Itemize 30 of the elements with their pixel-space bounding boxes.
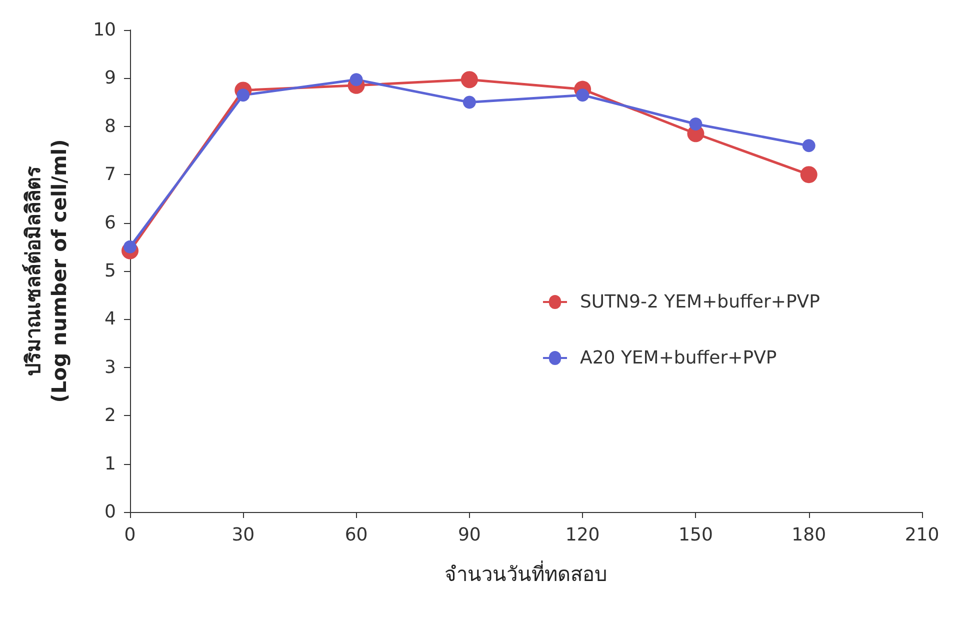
y-tick-label: 9 <box>104 68 116 89</box>
point <box>800 166 818 184</box>
x-tick-label: 180 <box>792 524 826 546</box>
y-tick-label: 2 <box>104 405 116 426</box>
y-tick-label: 5 <box>104 260 116 282</box>
x-tick-label: 0 <box>124 524 136 546</box>
y-axis-title: ปริมาณเซลล์ต่อมิลลิลิตร (Log number of cell/ml) <box>21 139 71 403</box>
y-tick-label: 7 <box>104 164 116 186</box>
x-tick-label: 210 <box>904 524 940 546</box>
x-tick-label: 150 <box>678 524 713 546</box>
point <box>350 73 363 86</box>
x-tick-label: 30 <box>232 524 255 546</box>
point <box>462 96 476 109</box>
point <box>460 71 478 88</box>
point <box>802 139 816 152</box>
point <box>576 88 590 102</box>
y-tick-label: 0 <box>104 502 116 522</box>
x-tick-label: 60 <box>344 524 368 546</box>
y-tick-label: 4 <box>104 308 116 330</box>
x-tick-label: 120 <box>565 524 600 546</box>
legend-label: SUTN9-2 YEM+buffer+PVP <box>580 292 820 312</box>
point <box>689 117 702 130</box>
y-tick-label: 8 <box>104 116 116 137</box>
x-tick-label: 90 <box>458 524 481 546</box>
y-tick-label: 10 <box>93 20 116 40</box>
y-tick-label: 3 <box>104 356 116 378</box>
y-tick-label: 6 <box>104 212 116 234</box>
x-axis-title: จำนวนวันที่ทดสอบ <box>444 560 608 586</box>
legend-label: A20 YEM+buffer+PVP <box>580 348 777 368</box>
y-tick-label: 1 <box>104 453 116 474</box>
